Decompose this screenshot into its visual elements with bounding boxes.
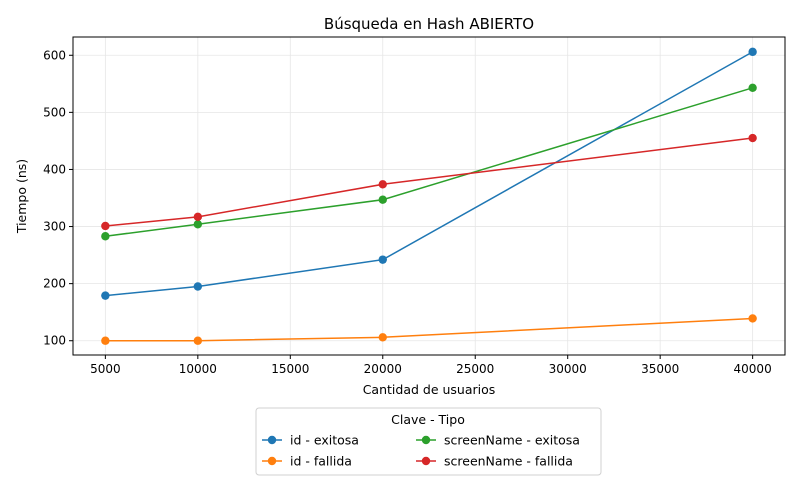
legend-item: id - exitosa [262,433,359,448]
legend-title: Clave - Tipo [391,412,465,427]
x-tick-label: 20000 [364,362,402,376]
data-point [748,133,757,143]
legend-marker [267,435,277,445]
data-point [193,336,203,345]
x-axis-label: Cantidad de usuarios [363,382,496,397]
y-tick-label: 600 [43,48,66,62]
data-point [193,212,203,222]
y-axis-label: Tiempo (ns) [14,159,29,234]
legend-label: id - fallida [290,454,352,469]
x-tick-label: 35000 [641,362,679,376]
x-tick-label: 15000 [271,362,309,376]
y-tick-label: 500 [43,105,66,119]
series-line [105,51,754,297]
series-1 [101,314,757,345]
data-point [378,333,387,342]
x-tick-label: 25000 [456,362,494,376]
data-point [193,220,203,229]
legend-marker [421,456,431,466]
series-0 [101,47,757,300]
data-point [378,255,387,264]
y-axis: 100 200 300 400 500 600 [43,48,73,348]
data-point [101,291,110,300]
data-point [748,314,757,323]
data-point [101,336,110,345]
y-tick-label: 100 [43,334,66,348]
data-point [378,195,387,204]
series-line [105,87,753,237]
series-line [105,137,753,227]
data-point [748,83,757,93]
chart-title: Búsqueda en Hash ABIERTO [324,15,534,33]
series-layer [101,47,757,345]
legend-label: screenName - fallida [444,454,573,469]
series-2 [101,83,757,241]
legend-marker [267,456,277,466]
legend-marker [421,435,431,445]
x-tick-label: 10000 [179,362,217,376]
series-3 [101,133,757,231]
data-point [378,180,387,189]
x-axis: 5000 10000 15000 20000 25000 30000 35000 40000 [90,355,772,376]
legend-item: screenName - exitosa [416,433,580,448]
x-tick-label: 5000 [90,362,121,376]
legend-label: screenName - exitosa [444,433,580,448]
grid [73,37,785,355]
legend-item: id - fallida [262,454,352,469]
plot-frame [72,36,786,356]
legend-label: id - exitosa [290,433,359,448]
y-tick-label: 400 [43,162,66,176]
data-point [193,282,203,291]
y-tick-label: 300 [43,220,66,234]
y-tick-label: 200 [43,277,66,291]
data-point [101,221,110,231]
data-point [101,232,110,241]
legend-item: screenName - fallida [416,454,573,469]
x-tick-label: 40000 [734,362,772,376]
data-point [748,47,757,57]
x-tick-label: 30000 [549,362,587,376]
series-line [105,317,753,342]
legend: Clave - Tipo id - exitosa id - fallida scr… [255,407,602,476]
